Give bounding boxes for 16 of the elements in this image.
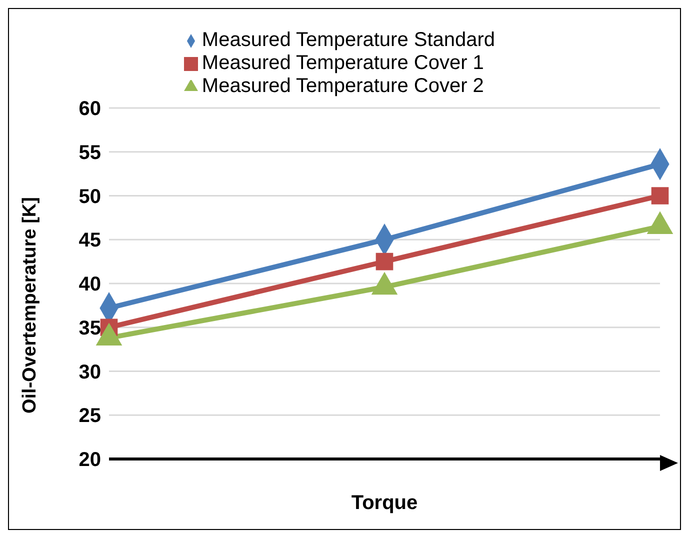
legend-label: Measured Temperature Standard — [202, 29, 496, 51]
y-tick-label: 20 — [78, 449, 101, 472]
y-tick-label: 45 — [78, 230, 101, 252]
point — [651, 187, 669, 204]
x-axis-title: Torque — [351, 492, 418, 514]
y-tick-label: 25 — [78, 405, 101, 428]
legend-label: Measured Temperature Cover 1 — [202, 52, 484, 74]
y-tick-label: 55 — [78, 142, 101, 164]
y-axis-title: Oil-Overtemperature [K] — [20, 197, 41, 414]
y-tick-label: 35 — [78, 317, 101, 340]
y-tick-label: 40 — [78, 274, 101, 296]
y-tick-label: 50 — [78, 186, 101, 208]
y-tick-label: 60 — [78, 98, 101, 120]
point — [376, 252, 394, 270]
y-tick-label: 30 — [78, 361, 101, 384]
legend-label: Measured Temperature Cover 2 — [202, 75, 484, 97]
